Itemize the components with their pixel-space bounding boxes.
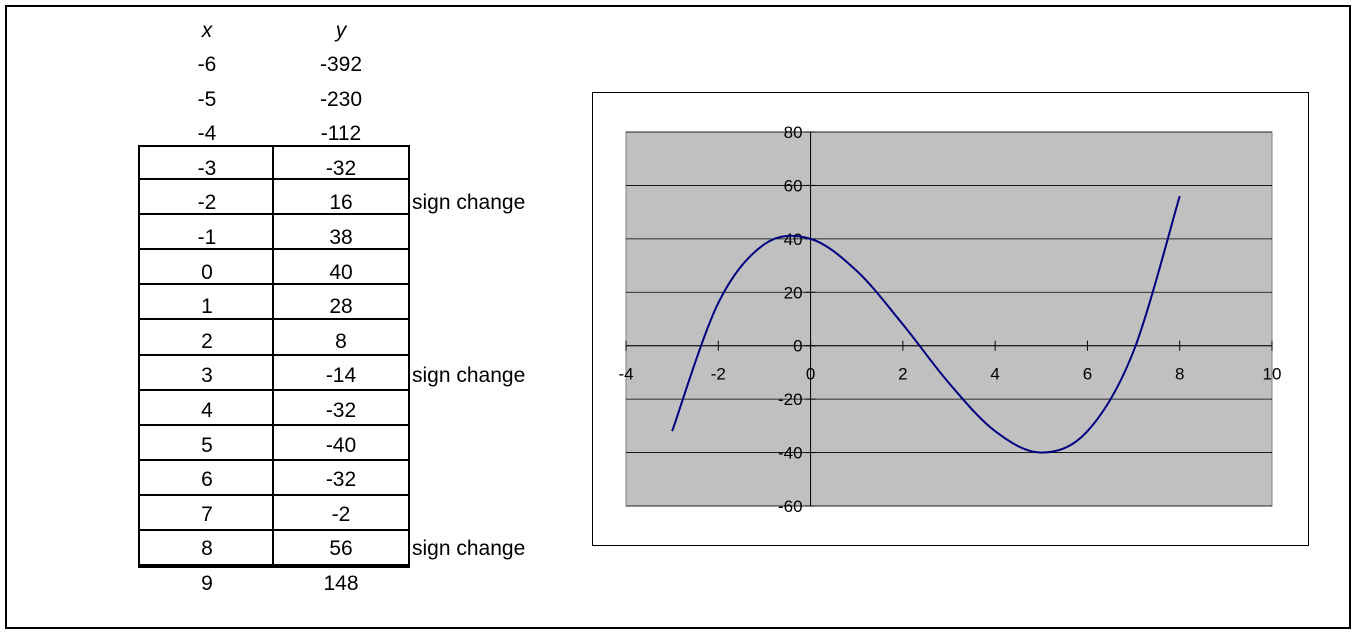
table-row-divider: [138, 248, 410, 251]
table-cell-y: -112: [320, 122, 362, 146]
table-cell-x: 7: [201, 502, 213, 526]
table-row-divider: [138, 529, 410, 531]
plot-background: [625, 131, 1273, 507]
y-column-header: y: [335, 19, 347, 42]
table-cell-x: 6: [201, 468, 213, 492]
page-frame: [5, 5, 1351, 629]
table-cell-y: 8: [335, 329, 347, 353]
y-tick-label: 0: [793, 337, 802, 356]
table-cell-x: 3: [201, 364, 213, 388]
table-cell-x: 2: [201, 329, 213, 353]
y-tick-label: 60: [784, 176, 803, 195]
y-tick-label: 40: [784, 230, 803, 249]
table-cell-y: 56: [329, 537, 353, 561]
table-cell-x: 1: [201, 295, 213, 319]
y-tick-label: 20: [784, 283, 803, 302]
table-row-divider: [138, 388, 410, 391]
boxed-table-region: [138, 145, 410, 568]
table-cell-x: 9: [201, 572, 213, 595]
table-column-divider: [272, 145, 274, 568]
table-row-divider: [138, 458, 410, 461]
table-cell-x: -2: [197, 191, 217, 215]
table-cell-x: -4: [197, 122, 217, 146]
x-tick-label: -4: [618, 365, 633, 384]
table-cell-y: -230: [319, 87, 363, 111]
table-row-divider: [138, 178, 410, 180]
table-cell-y: -40: [325, 433, 357, 457]
table-cell-y: 16: [329, 191, 353, 215]
sign-change-note: sign change: [412, 364, 526, 388]
table-cell-x: 8: [201, 537, 213, 561]
x-tick-label: 8: [1175, 365, 1184, 384]
table-cell-x: -3: [197, 156, 217, 180]
table-cell-y: 28: [329, 295, 353, 319]
table-cell-y: -392: [319, 53, 363, 76]
x-tick-label: -2: [711, 365, 726, 384]
table-cell-y: -32: [325, 468, 357, 492]
sign-change-note: sign change: [412, 191, 526, 215]
x-tick-label: 2: [898, 365, 907, 384]
table-cell-y: 40: [329, 260, 353, 284]
table-cell-x: -6: [197, 53, 217, 76]
y-tick-label: -40: [778, 444, 803, 463]
table-row-divider: [138, 353, 410, 356]
table-cell-x: 5: [201, 433, 213, 457]
table-row-divider: [138, 318, 410, 321]
sign-change-note: sign change: [412, 537, 526, 561]
series-line: [671, 195, 1181, 454]
table-row-divider: [138, 493, 410, 496]
x-tick-label: 4: [990, 365, 999, 384]
y-tick-label: 80: [784, 123, 803, 142]
table-cell-x: -5: [197, 87, 217, 111]
table-row-divider: [138, 423, 410, 426]
table-cell-y: -32: [325, 156, 357, 180]
table-cell-x: 4: [201, 399, 213, 422]
table-row-divider: [138, 283, 410, 286]
table-row-divider: [138, 564, 410, 567]
table-cell-y: -32: [325, 399, 357, 422]
x-tick-label: 0: [806, 365, 815, 384]
x-tick-label: 10: [1263, 365, 1282, 384]
table-cell-y: 38: [329, 226, 353, 249]
table-cell-x: 0: [201, 260, 213, 284]
table-cell-y: -2: [331, 502, 351, 526]
table-cell-y: 148: [323, 572, 359, 595]
table-row-divider: [138, 213, 410, 216]
x-tick-label: 6: [1083, 365, 1092, 384]
x-column-header: x: [201, 19, 213, 42]
table-cell-x: -1: [197, 226, 217, 249]
table-cell-y: -14: [325, 364, 357, 388]
y-tick-label: -60: [778, 497, 803, 516]
y-tick-label: -20: [778, 390, 803, 409]
